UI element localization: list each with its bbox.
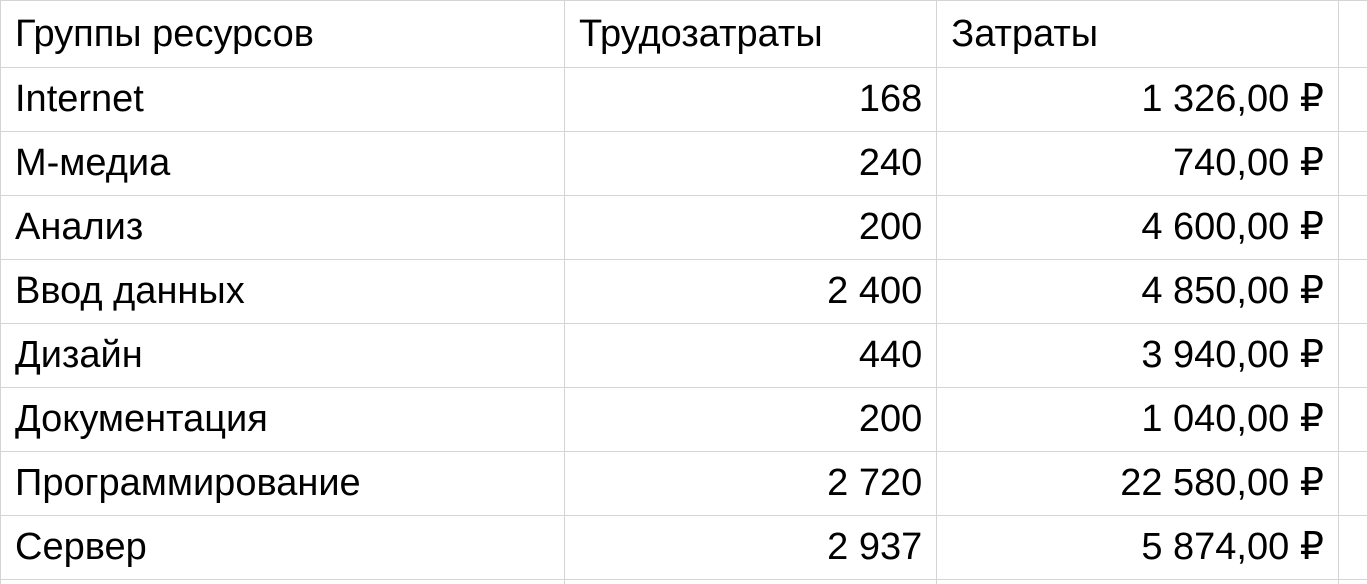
empty-cell[interactable] bbox=[1338, 131, 1368, 196]
empty-cell[interactable] bbox=[1338, 387, 1368, 452]
table-row-empty bbox=[0, 579, 1368, 584]
empty-cell[interactable] bbox=[1338, 451, 1368, 516]
empty-cell[interactable] bbox=[1338, 0, 1368, 68]
empty-cell[interactable] bbox=[1338, 323, 1368, 388]
cell-group[interactable]: М-медиа bbox=[0, 131, 565, 196]
table-row: Ввод данных 2 400 4 850,00 ₽ bbox=[0, 259, 1368, 324]
table-row: Дизайн 440 3 940,00 ₽ bbox=[0, 323, 1368, 388]
cell-labor[interactable]: 2 937 bbox=[564, 515, 938, 580]
header-cell-groups[interactable]: Группы ресурсов bbox=[0, 0, 565, 68]
cell-labor[interactable]: 168 bbox=[564, 67, 938, 132]
cell-group[interactable]: Анализ bbox=[0, 195, 565, 260]
cell-cost[interactable]: 740,00 ₽ bbox=[936, 131, 1339, 196]
cell-cost[interactable]: 4 850,00 ₽ bbox=[936, 259, 1339, 324]
cell-cost[interactable]: 22 580,00 ₽ bbox=[936, 451, 1339, 516]
empty-cell[interactable] bbox=[1338, 195, 1368, 260]
empty-cell[interactable] bbox=[936, 579, 1339, 584]
header-row: Группы ресурсов Трудозатраты Затраты bbox=[0, 0, 1368, 68]
cell-cost[interactable]: 5 874,00 ₽ bbox=[936, 515, 1339, 580]
header-cell-cost[interactable]: Затраты bbox=[936, 0, 1339, 68]
cell-labor[interactable]: 2 400 bbox=[564, 259, 938, 324]
cell-group[interactable]: Программирование bbox=[0, 451, 565, 516]
table-row: Сервер 2 937 5 874,00 ₽ bbox=[0, 515, 1368, 580]
cell-group[interactable]: Документация bbox=[0, 387, 565, 452]
cell-group[interactable]: Ввод данных bbox=[0, 259, 565, 324]
empty-cell[interactable] bbox=[564, 579, 938, 584]
empty-cell[interactable] bbox=[1338, 579, 1368, 584]
header-cell-labor[interactable]: Трудозатраты bbox=[564, 0, 938, 68]
cell-labor[interactable]: 240 bbox=[564, 131, 938, 196]
table-row: М-медиа 240 740,00 ₽ bbox=[0, 131, 1368, 196]
table-row: Анализ 200 4 600,00 ₽ bbox=[0, 195, 1368, 260]
empty-cell[interactable] bbox=[0, 579, 565, 584]
cell-cost[interactable]: 3 940,00 ₽ bbox=[936, 323, 1339, 388]
cell-labor[interactable]: 2 720 bbox=[564, 451, 938, 516]
table-row: Документация 200 1 040,00 ₽ bbox=[0, 387, 1368, 452]
table-row: Internet 168 1 326,00 ₽ bbox=[0, 67, 1368, 132]
cell-cost[interactable]: 1 040,00 ₽ bbox=[936, 387, 1339, 452]
cell-group[interactable]: Сервер bbox=[0, 515, 565, 580]
cell-group[interactable]: Internet bbox=[0, 67, 565, 132]
cell-cost[interactable]: 4 600,00 ₽ bbox=[936, 195, 1339, 260]
table-row: Программирование 2 720 22 580,00 ₽ bbox=[0, 451, 1368, 516]
cell-labor[interactable]: 440 bbox=[564, 323, 938, 388]
cell-labor[interactable]: 200 bbox=[564, 195, 938, 260]
empty-cell[interactable] bbox=[1338, 515, 1368, 580]
empty-cell[interactable] bbox=[1338, 67, 1368, 132]
cell-cost[interactable]: 1 326,00 ₽ bbox=[936, 67, 1339, 132]
cell-group[interactable]: Дизайн bbox=[0, 323, 565, 388]
empty-cell[interactable] bbox=[1338, 259, 1368, 324]
cell-labor[interactable]: 200 bbox=[564, 387, 938, 452]
